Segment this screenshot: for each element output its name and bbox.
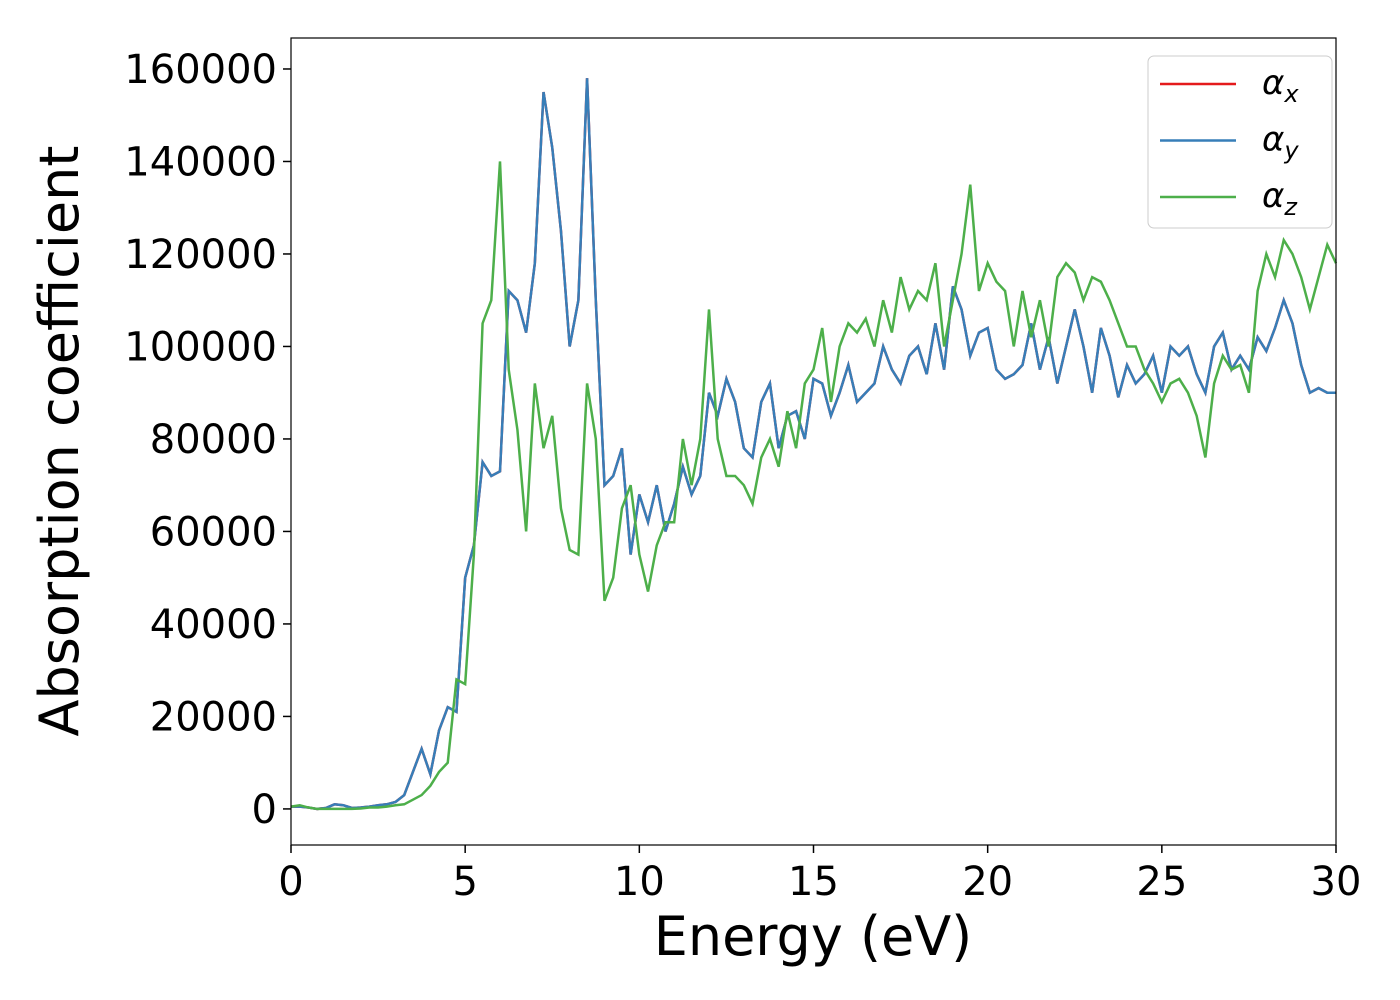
legend-label: αy	[1262, 120, 1299, 165]
legend-label: αz	[1262, 176, 1298, 221]
x-tick-label: 15	[788, 859, 839, 905]
y-tick-label: 0	[252, 787, 277, 833]
y-axis-label: Absorption coefficient	[28, 146, 91, 737]
x-tick-label: 10	[614, 859, 665, 905]
y-tick-label: 140000	[124, 139, 277, 185]
legend-box	[1147, 55, 1333, 229]
x-tick-label: 0	[278, 859, 303, 905]
y-tick-label: 100000	[124, 324, 277, 370]
y-tick-label: 60000	[150, 509, 277, 555]
legend-label: αx	[1262, 63, 1299, 108]
y-tick-label: 80000	[150, 417, 277, 463]
x-axis-label: Energy (eV)	[654, 905, 973, 968]
x-tick-label: 30	[1311, 859, 1362, 905]
y-tick-label: 160000	[124, 47, 277, 93]
x-tick-label: 5	[452, 859, 477, 905]
y-tick-label: 20000	[150, 694, 277, 740]
y-tick-label: 40000	[150, 602, 277, 648]
series-line	[291, 78, 1336, 811]
y-tick-label: 120000	[124, 232, 277, 278]
x-tick-label: 25	[1136, 859, 1187, 905]
series-line	[290, 161, 1338, 811]
x-tick-label: 20	[962, 859, 1013, 905]
plot-frame	[290, 37, 1337, 846]
